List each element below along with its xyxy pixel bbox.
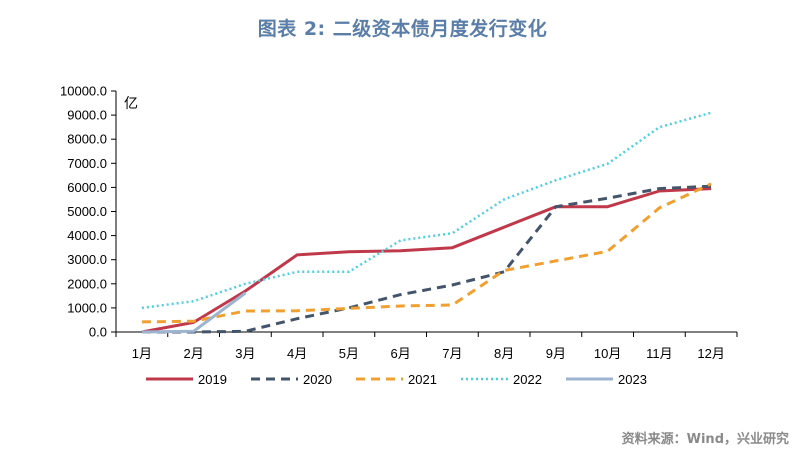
chart-title: 图表 2: 二级资本债月度发行变化 (257, 18, 548, 40)
legend-label-2020: 2020 (303, 372, 332, 387)
y-tick-label: 2000.0 (67, 276, 107, 291)
y-tick-label: 7000.0 (67, 156, 107, 171)
legend-label-2023: 2023 (618, 372, 647, 387)
y-tick-label: 9000.0 (67, 108, 107, 123)
y-tick-label: 10000.0 (60, 84, 107, 99)
y-tick-label: 6000.0 (67, 180, 107, 195)
y-tick-label: 4000.0 (67, 228, 107, 243)
source-note: 资料来源：Wind，兴业研究 (621, 432, 789, 447)
x-tick-label: 4月 (287, 346, 307, 361)
x-tick-label: 7月 (442, 346, 462, 361)
x-tick-label: 9月 (546, 346, 566, 361)
y-tick-label: 3000.0 (67, 252, 107, 267)
y-tick-label: 5000.0 (67, 204, 107, 219)
x-tick-label: 11月 (646, 346, 673, 361)
series-line-2021 (141, 182, 712, 324)
x-tick-label: 5月 (339, 346, 359, 361)
series-line-2020 (141, 184, 712, 334)
series-line-2019 (141, 187, 712, 334)
y-tick-label: 1000.0 (67, 300, 107, 315)
series-line-2022 (141, 111, 712, 310)
legend-label-2022: 2022 (513, 372, 542, 387)
x-tick-label: 6月 (391, 346, 411, 361)
x-tick-label: 3月 (235, 346, 255, 361)
x-tick-label: 10月 (594, 346, 621, 361)
y-tick-label: 8000.0 (67, 132, 107, 147)
x-tick-label: 8月 (494, 346, 514, 361)
legend-label-2019: 2019 (198, 372, 227, 387)
y-unit-label: 亿 (124, 96, 138, 112)
x-tick-label: 12月 (697, 346, 724, 361)
x-tick-label: 2月 (184, 346, 204, 361)
legend-label-2021: 2021 (408, 372, 437, 387)
x-tick-label: 1月 (132, 346, 152, 361)
series-line-2023 (141, 291, 247, 334)
y-tick-label: 0.0 (89, 325, 107, 340)
